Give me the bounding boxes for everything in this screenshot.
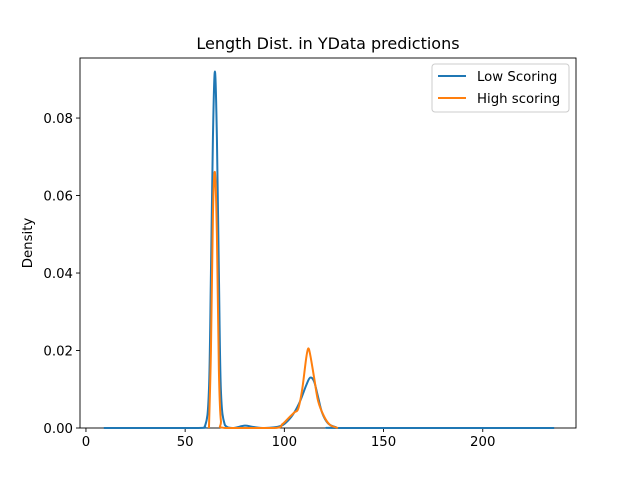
y-tick-label: 0.06 xyxy=(43,190,73,205)
x-tick-label: 0 xyxy=(82,435,90,450)
y-tick-label: 0.02 xyxy=(43,345,73,360)
x-axis: 0 50 100 150 200 xyxy=(82,428,495,450)
x-tick-label: 150 xyxy=(371,435,396,450)
x-tick-label: 200 xyxy=(470,435,495,450)
series-line-high-scoring xyxy=(207,170,339,429)
y-tick-label: 0.00 xyxy=(43,422,73,437)
series-layer xyxy=(103,70,555,430)
legend-box xyxy=(431,63,570,113)
y-axis: 0.00 0.02 0.04 0.06 0.08 xyxy=(43,112,80,437)
y-tick-label: 0.04 xyxy=(43,267,73,282)
x-tick-label: 50 xyxy=(177,435,194,450)
plot-area xyxy=(79,57,577,429)
legend-label-low-scoring: Low Scoring xyxy=(477,70,557,85)
y-tick-label: 0.08 xyxy=(43,112,73,127)
y-axis-label: Density xyxy=(21,218,36,269)
x-tick-label: 100 xyxy=(272,435,297,450)
legend-label-high-scoring: High scoring xyxy=(477,92,560,107)
chart-title: Length Dist. in YData predictions xyxy=(196,34,459,53)
legend: Low Scoring High scoring xyxy=(431,63,570,113)
